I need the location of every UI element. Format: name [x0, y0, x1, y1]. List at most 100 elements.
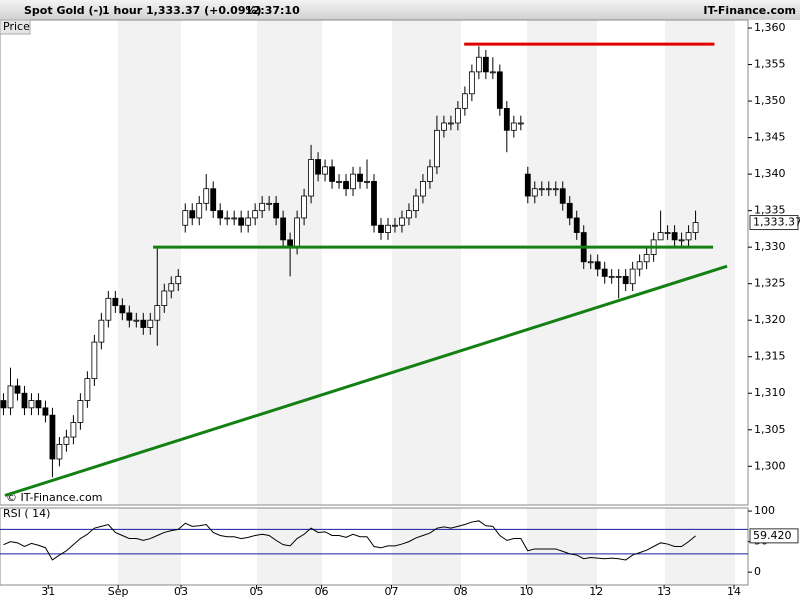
candle-body [350, 173, 356, 190]
candle-body [441, 122, 447, 131]
candle-body [28, 400, 35, 409]
price: 1,333.37 (+0.09%) [146, 4, 262, 17]
header-bar [0, 0, 800, 20]
y-tick-label: 1,330 [754, 240, 786, 253]
candle-body [238, 217, 245, 226]
candle-body [154, 305, 161, 321]
last-value-label: 1,333.37 [753, 216, 800, 229]
candle-body [678, 239, 685, 242]
panel-label: RSI ( 14) [3, 507, 50, 520]
y-tick-label: 1,335 [754, 204, 786, 217]
candle-body [538, 188, 545, 191]
candle-body [434, 129, 440, 168]
candle-body [203, 188, 210, 204]
candle-body [161, 290, 168, 306]
candle-body [566, 202, 573, 219]
candle-body [112, 297, 119, 306]
x-tick-label: 05 [250, 585, 264, 598]
candle-body [685, 232, 692, 241]
x-tick-label: 10 [519, 585, 533, 598]
y-tick-label: 1,340 [754, 167, 786, 180]
candle-body [245, 217, 252, 226]
candle-body [175, 275, 182, 285]
candle-body [217, 210, 224, 219]
candle-body [413, 195, 419, 212]
candle-body [406, 210, 412, 219]
interval: 1 hour [102, 4, 143, 17]
candle-body [63, 436, 70, 445]
candle-body [168, 283, 175, 292]
candle-body [210, 188, 217, 212]
trend-line [4, 264, 728, 497]
y-tick-label: 1,300 [754, 459, 786, 472]
candle-body [98, 319, 105, 343]
candle-body [357, 173, 363, 182]
candle-body [21, 392, 28, 409]
candle-body [392, 224, 398, 227]
candle-body [475, 56, 482, 73]
candle-body [0, 400, 7, 409]
y-tick-label: 1,310 [754, 386, 786, 399]
last-value-tag [749, 215, 799, 231]
x-tick-label: 07 [384, 585, 398, 598]
y-tick-label: 1,305 [754, 423, 786, 436]
candle-body [7, 385, 14, 409]
candle-body [42, 407, 49, 416]
y-tick-label: 0 [754, 565, 761, 578]
panel-label: Price [3, 20, 30, 33]
candle-body [273, 202, 280, 219]
candle-body [91, 341, 98, 380]
y-tick-label: 1,315 [754, 350, 786, 363]
candle-body [14, 385, 21, 394]
candle-body [427, 166, 433, 182]
candle-body [56, 443, 63, 460]
candle-body [608, 275, 615, 278]
panel-label-box [0, 19, 31, 35]
brand: IT-Finance.com [703, 4, 796, 17]
candle-body [378, 224, 384, 233]
x-tick-label: 13 [657, 585, 671, 598]
y-tick-label: 1,325 [754, 277, 786, 290]
candle-body [496, 71, 503, 109]
rsi-frame [0, 507, 749, 586]
candle-body [266, 202, 273, 205]
candle-body [119, 305, 126, 314]
candle-body [482, 56, 489, 73]
candle-body [231, 217, 238, 220]
x-tick-label: 31 [41, 585, 55, 598]
candle-body [259, 202, 266, 212]
candle-body [294, 217, 301, 248]
candle-body [447, 122, 454, 125]
y-tick-label: 1,355 [754, 58, 786, 71]
watermark: © IT-Finance.com [6, 491, 103, 504]
candle-body [343, 181, 349, 190]
candle-body [489, 71, 496, 74]
y-tick-label: 1,350 [754, 94, 786, 107]
x-tick-label: Sep [108, 585, 129, 598]
candle-body [503, 107, 510, 131]
rsi-line [3, 520, 696, 561]
candle-body [70, 422, 77, 438]
candle-body [587, 261, 594, 264]
time: 12:37:10 [245, 4, 300, 17]
candle-body [552, 188, 559, 191]
candle-body [182, 210, 189, 226]
candle-body [336, 181, 342, 183]
candle-body [280, 217, 287, 241]
candle-body [399, 217, 405, 226]
candle-body [545, 188, 552, 191]
day-bands [118, 20, 735, 585]
candle-body [322, 166, 328, 175]
candle-body [671, 232, 678, 241]
candle-body [196, 202, 203, 219]
candle-body [524, 173, 531, 197]
candle-body [643, 254, 650, 263]
x-tick-label: 08 [454, 585, 468, 598]
candle-body [385, 224, 391, 233]
candle-body [531, 188, 538, 197]
candle-body [461, 93, 468, 109]
y-tick-label: 1,360 [754, 21, 786, 34]
candle-body [224, 217, 231, 220]
candle-body [371, 181, 377, 226]
candle-body [35, 400, 42, 409]
